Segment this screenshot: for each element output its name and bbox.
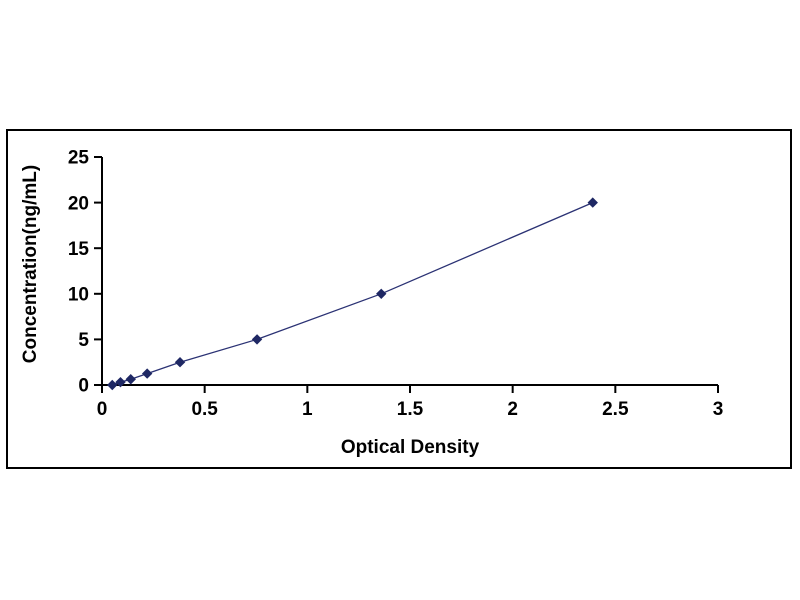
- x-tick-label: 1: [302, 399, 313, 420]
- data-point-marker: [376, 288, 387, 300]
- data-point-marker: [107, 379, 118, 391]
- x-tick-label: 2.5: [602, 399, 629, 420]
- x-tick-label: 3: [713, 399, 724, 420]
- standard-curve-chart-frame: 0 0.5 1 1.5 2 2.5 3 0 5 10 15 20 25 Concentration(ng…: [6, 129, 792, 469]
- x-tick-label: 0.5: [191, 399, 218, 420]
- y-tick-label: 10: [68, 284, 89, 305]
- data-point-marker: [125, 374, 136, 385]
- y-tick-label: 15: [68, 239, 90, 260]
- y-tick-label: 25: [68, 148, 90, 169]
- data-point-marker: [587, 197, 598, 208]
- x-tick-label: 0: [97, 399, 108, 420]
- data-point-marker: [141, 368, 153, 379]
- y-tick-label: 20: [68, 193, 89, 214]
- data-point-marker: [115, 376, 126, 388]
- standard-curve-plot: 0 0.5 1 1.5 2 2.5 3 0 5 10 15 20 25: [68, 148, 724, 420]
- y-tick-label: 5: [78, 330, 89, 351]
- x-tick-label: 1.5: [397, 399, 424, 420]
- x-tick-label: 2: [507, 399, 518, 420]
- y-tick-label: 0: [78, 376, 89, 397]
- data-point-marker: [174, 356, 186, 368]
- series-line: [112, 202, 594, 386]
- data-point-marker: [251, 334, 263, 345]
